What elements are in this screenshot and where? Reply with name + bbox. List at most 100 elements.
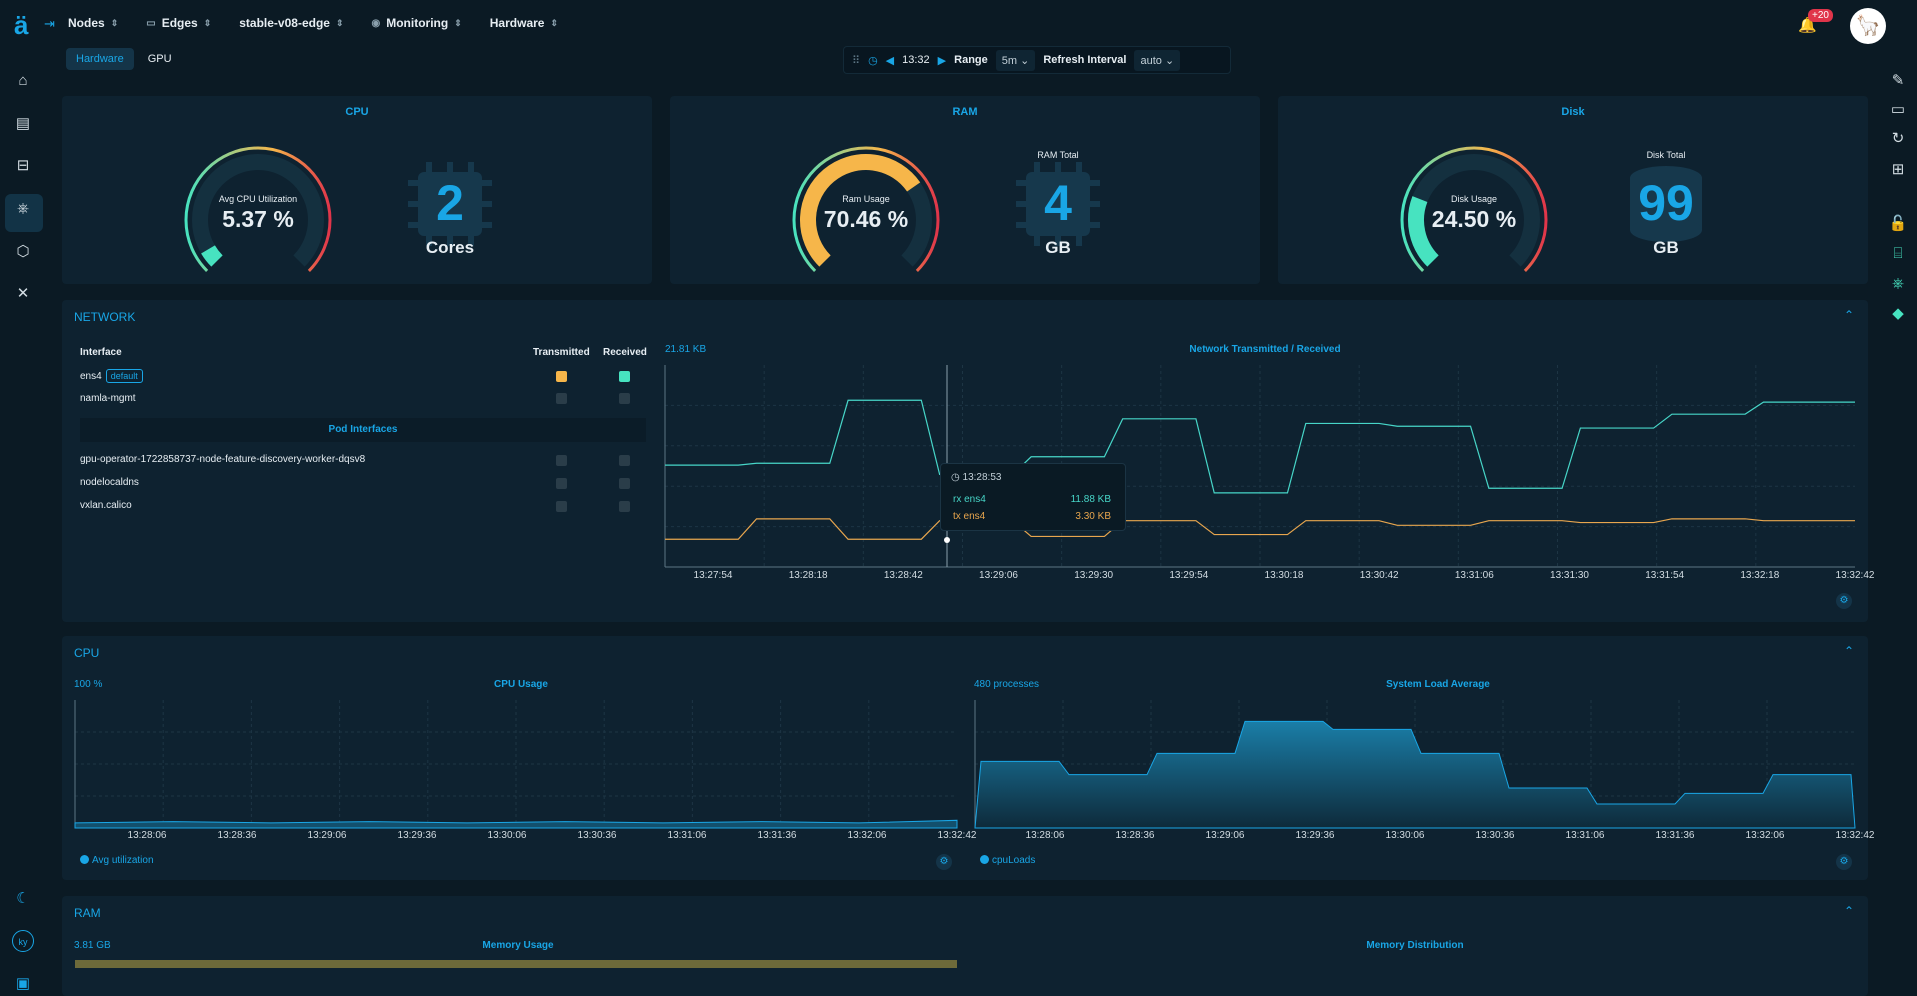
pod-interfaces-header: Pod Interfaces (80, 418, 646, 442)
collapse-ram-icon[interactable]: ⌃ (1843, 904, 1854, 918)
gauge-value-arc (1408, 196, 1439, 267)
disk-gauge (1400, 146, 1548, 272)
collapse-network-icon[interactable]: ⌃ (1843, 308, 1854, 322)
step-back-icon[interactable]: ◀ (885, 54, 895, 67)
kubernetes-icon[interactable]: ⎈ (16, 200, 29, 217)
crumb-hardware[interactable]: Hardware ⇕ (489, 16, 559, 30)
load-chart[interactable] (974, 700, 1856, 829)
tools-icon[interactable]: ✕ (16, 285, 30, 302)
chevron-updown-icon: ⇕ (203, 17, 212, 28)
edge-device-icon[interactable]: ⊟ (16, 157, 30, 174)
cpu-usage-chart[interactable] (74, 700, 958, 829)
load-legend[interactable]: cpuLoads (980, 855, 1035, 866)
network-chart[interactable] (664, 365, 1855, 568)
app-logo[interactable]: ä (14, 10, 29, 40)
memory-usage-chart[interactable] (75, 960, 957, 968)
home-icon[interactable]: ⌂ (18, 72, 28, 89)
x-tick-label: 13:31:36 (757, 830, 797, 841)
tab-gpu[interactable]: GPU (147, 53, 172, 65)
grid-add-icon[interactable]: ⊞ (1891, 161, 1905, 178)
crumb-nodes[interactable]: Nodes ⇕ (68, 16, 119, 30)
load-settings-icon[interactable]: ⚙ (1836, 854, 1852, 870)
unlock-icon[interactable]: 🔓 (1888, 215, 1908, 232)
refresh-icon[interactable]: ↻ (1891, 130, 1905, 147)
network-chart-settings-icon[interactable]: ⚙ (1836, 593, 1852, 609)
helm-icon[interactable]: ⎈ (1891, 275, 1904, 292)
hardware-tabs: Hardware GPU (66, 48, 182, 70)
git-icon[interactable]: ◆ (1892, 305, 1904, 322)
x-tick-label: 13:27:54 (693, 570, 733, 581)
rx-checkbox[interactable] (619, 478, 630, 489)
pencil-icon[interactable]: ✎ (1891, 72, 1905, 89)
cpu-usage-settings-icon[interactable]: ⚙ (936, 854, 952, 870)
database-icon (1630, 166, 1702, 242)
x-tick-label: 13:29:06 (307, 830, 347, 841)
x-tick-label: 13:32:06 (1745, 830, 1785, 841)
x-tick-label: 13:29:36 (397, 830, 437, 841)
step-forward-icon[interactable]: ▶ (937, 54, 947, 67)
cpu-usage-legend[interactable]: Avg utilization (80, 855, 154, 866)
crumb-monitoring[interactable]: ◉ Monitoring ⇕ (371, 16, 462, 30)
x-tick-label: 13:29:54 (1169, 570, 1209, 581)
disk-total-caption: Disk Total (1646, 150, 1686, 160)
cpu-usage-title: CPU Usage (494, 679, 548, 690)
notification-badge: +20 (1808, 9, 1833, 22)
left-sidebar: ⌂ ▤ ⊟ ⎈ ⬡ ✕ ☾ ky ▣ (0, 50, 46, 992)
load-ymax: 480 processes (974, 679, 1040, 690)
ram-total-unit: GB (1045, 238, 1071, 257)
terminal-icon[interactable]: ▣ (15, 975, 31, 992)
tx-checkbox[interactable] (556, 455, 567, 466)
disk-card-title: Disk (1561, 106, 1585, 118)
router-icon[interactable]: ⌸ (1893, 245, 1903, 262)
network-chart-ymax: 21.81 KB (665, 344, 707, 355)
pod-interface-row: gpu-operator-1722858737-node-feature-dis… (80, 454, 366, 465)
library-icon[interactable]: ▤ (15, 115, 31, 132)
x-tick-label: 13:31:36 (1655, 830, 1695, 841)
moon-icon[interactable]: ☾ (16, 890, 30, 907)
x-tick-label: 13:30:06 (487, 830, 527, 841)
console-icon[interactable]: ▭ (1890, 101, 1906, 118)
refresh-select[interactable]: auto ⌄ (1134, 49, 1181, 71)
cpu-section-title: CPU (74, 646, 100, 660)
time-controls: ⠿ ◷ ◀ 13:32 ▶ Range 5m ⌄ Refresh Interva… (843, 46, 1231, 74)
transmitted-header: Transmitted (533, 347, 590, 358)
chevron-updown-icon: ⇕ (454, 17, 462, 28)
interface-row-namla-mgmt: namla-mgmt (80, 393, 136, 404)
cpu-section: CPU ⌃ (62, 636, 1868, 880)
x-tick-label: 13:28:36 (217, 830, 257, 841)
user-initials-icon[interactable]: ky (12, 930, 34, 952)
avatar[interactable]: 🦙 (1850, 8, 1886, 44)
received-header: Received (603, 347, 647, 358)
x-tick-label: 13:29:36 (1295, 830, 1335, 841)
range-select[interactable]: 5m ⌄ (995, 49, 1036, 71)
series-line-tx-ens4 (665, 518, 1855, 540)
x-tick-label: 13:30:06 (1385, 830, 1425, 841)
collapse-cpu-icon[interactable]: ⌃ (1843, 644, 1854, 658)
current-time: 13:32 (902, 54, 930, 66)
rx-checkbox-ens4[interactable] (619, 371, 630, 382)
rx-checkbox[interactable] (619, 501, 630, 512)
rx-checkbox-namla-mgmt[interactable] (619, 393, 630, 404)
series-line-rx-ens4 (665, 399, 1855, 494)
crumb-edges[interactable]: ▭ Edges ⇕ (146, 16, 212, 30)
x-tick-label: 13:28:36 (1115, 830, 1155, 841)
monitoring-icon: ◉ (371, 17, 381, 29)
expand-sidebar-icon[interactable]: ⇥ (44, 16, 55, 31)
default-badge: default (105, 369, 143, 383)
gauge-value-arc (201, 245, 223, 267)
cpu-core-count: 2 (436, 175, 464, 231)
pod-interface-row: nodelocaldns (80, 477, 139, 488)
tx-checkbox[interactable] (556, 501, 567, 512)
rx-checkbox[interactable] (619, 455, 630, 466)
crumb-edge-name[interactable]: stable-v08-edge ⇕ (239, 16, 344, 30)
disk-gauge-label: Disk Usage (1450, 194, 1497, 204)
tab-hardware[interactable]: Hardware (66, 48, 134, 70)
x-tick-label: 13:31:54 (1645, 570, 1685, 581)
cube-icon[interactable]: ⬡ (16, 243, 30, 260)
clock-icon[interactable]: ◷ (868, 54, 878, 67)
x-tick-label: 13:32:06 (847, 830, 887, 841)
drag-handle-icon[interactable]: ⠿ (852, 54, 861, 67)
tx-checkbox-namla-mgmt[interactable] (556, 393, 567, 404)
tx-checkbox-ens4[interactable] (556, 371, 567, 382)
tx-checkbox[interactable] (556, 478, 567, 489)
